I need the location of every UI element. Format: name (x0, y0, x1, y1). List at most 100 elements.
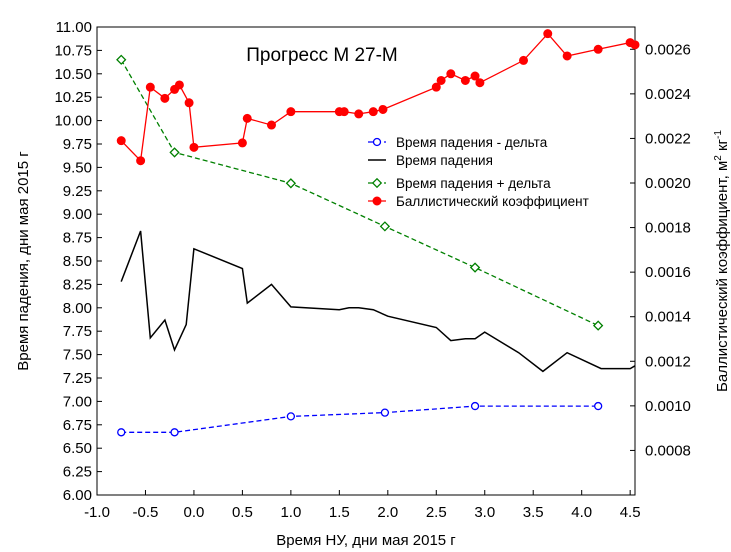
data-point (174, 80, 184, 90)
data-point (145, 82, 155, 92)
data-point (242, 113, 252, 123)
y-left-tick-label: 9.75 (63, 136, 92, 153)
ticks-layer: -1.0 -0.5 0.0 0.5 1.0 1.5 2.0 2.5 3.0 3.5 4.0 4.5 6.… (54, 19, 690, 521)
y-left-tick-label: 11.00 (56, 19, 92, 36)
data-point (286, 107, 296, 117)
x-tick-label: 4.5 (620, 504, 641, 521)
data-point (475, 78, 485, 88)
data-point (286, 412, 296, 421)
data-point (160, 93, 170, 103)
data-point (562, 51, 572, 61)
data-point (470, 401, 480, 411)
series-line-delta-plus (120, 59, 599, 327)
x-tick-label: 4.0 (571, 504, 592, 521)
data-point (266, 120, 276, 130)
legend-label: Время падения - дельта (396, 135, 548, 150)
data-point (285, 178, 297, 189)
y-left-tick-label: 9.25 (63, 183, 92, 200)
y-left-tick-label: 8.25 (63, 276, 92, 293)
legend-marker-open-diamond (371, 177, 383, 189)
y-right-tick-label: 0.0024 (645, 86, 691, 103)
y-left-tick-label: 6.00 (63, 487, 92, 504)
y-right-tick-label: 0.0014 (645, 309, 691, 326)
legend-label: Баллистический коэффициент (396, 194, 589, 209)
series-fall-time (120, 230, 636, 373)
data-point (378, 104, 388, 114)
legend-marker-open-circle (372, 137, 382, 147)
x-axis-label: Время НУ, дни мая 2015 г (276, 532, 456, 549)
data-point (630, 40, 640, 50)
y-left-tick-label: 7.25 (63, 370, 92, 387)
data-point (593, 44, 603, 54)
y-left-tick-label: 8.50 (63, 253, 92, 270)
x-tick-label: 1.0 (280, 504, 301, 521)
x-tick-label: 3.5 (523, 504, 544, 521)
data-point (339, 107, 349, 117)
chart-title: Прогресс М 27-М (246, 45, 398, 66)
data-point (446, 69, 456, 79)
y-left-tick-label: 9.50 (63, 159, 92, 176)
y-left-tick-label: 10.75 (54, 42, 92, 59)
series-ballistic (116, 29, 640, 166)
legend-entry-fall-time: Время падения (368, 153, 493, 168)
data-point (519, 55, 529, 65)
data-point (116, 54, 127, 65)
y-right-tick-label: 0.0016 (645, 264, 691, 281)
legend: Время падения - дельта Время падения Вре… (362, 127, 620, 215)
data-point (117, 428, 126, 437)
data-point (184, 98, 194, 108)
legend-label: Время падения + дельта (396, 176, 551, 191)
plot-area (96, 26, 636, 496)
y-axis-left-label: Время падения, дни мая 2015 г (15, 151, 32, 371)
legend-marker-filled-circle (372, 196, 382, 206)
y-left-tick-label: 8.75 (63, 230, 92, 247)
data-point (136, 156, 146, 166)
legend-entry-ballistic: Баллистический коэффициент (368, 194, 589, 209)
data-point (116, 136, 126, 146)
x-tick-label: 2.5 (426, 504, 447, 521)
y-left-tick-label: 7.75 (63, 323, 92, 340)
x-tick-label: 2.0 (377, 504, 398, 521)
data-point (543, 29, 553, 39)
x-tick-label: 0.0 (184, 504, 205, 521)
data-point (354, 109, 364, 119)
legend-label: Время падения (396, 153, 493, 168)
y-left-tick-label: 6.25 (63, 464, 92, 481)
data-point (470, 71, 480, 81)
x-tick-label: 3.0 (474, 504, 495, 521)
series-layer (116, 29, 640, 437)
y-right-tick-label: 0.0026 (645, 41, 691, 58)
legend-entry-delta-plus: Время падения + дельта (368, 176, 551, 191)
data-point (169, 147, 180, 158)
data-point (436, 75, 446, 85)
data-point (593, 320, 604, 331)
data-point (594, 401, 603, 411)
data-point (368, 107, 378, 117)
data-point (460, 75, 470, 85)
y-left-tick-label: 9.00 (63, 206, 92, 223)
series-line-delta-minus (121, 405, 599, 433)
legend-entry-delta-minus: Время падения - дельта (368, 135, 548, 150)
y-right-tick-label: 0.0020 (645, 175, 691, 192)
y-left-tick-label: 7.00 (63, 393, 92, 410)
x-tick-label: 0.5 (232, 504, 253, 521)
y-right-tick-label: 0.0018 (645, 220, 691, 237)
data-point (380, 408, 390, 417)
y-axis-right-label: Баллистический коэффициент, м2 кг-1 (713, 130, 731, 392)
y-left-tick-label: 6.50 (63, 440, 92, 457)
data-point (189, 142, 199, 152)
data-point (431, 82, 441, 92)
data-point (469, 262, 481, 273)
series-delta-plus (116, 54, 604, 331)
y-left-tick-label: 10.50 (54, 66, 92, 83)
series-delta-minus (117, 401, 603, 437)
x-tick-label: -0.5 (133, 504, 159, 521)
data-point (379, 221, 391, 232)
y-right-tick-label: 0.0010 (645, 398, 691, 415)
y-left-tick-label: 8.00 (63, 300, 92, 317)
y-left-tick-label: 10.00 (54, 113, 92, 130)
y-right-tick-label: 0.0012 (645, 353, 691, 370)
x-tick-label: 1.5 (329, 504, 350, 521)
y-left-tick-label: 7.50 (63, 347, 92, 364)
